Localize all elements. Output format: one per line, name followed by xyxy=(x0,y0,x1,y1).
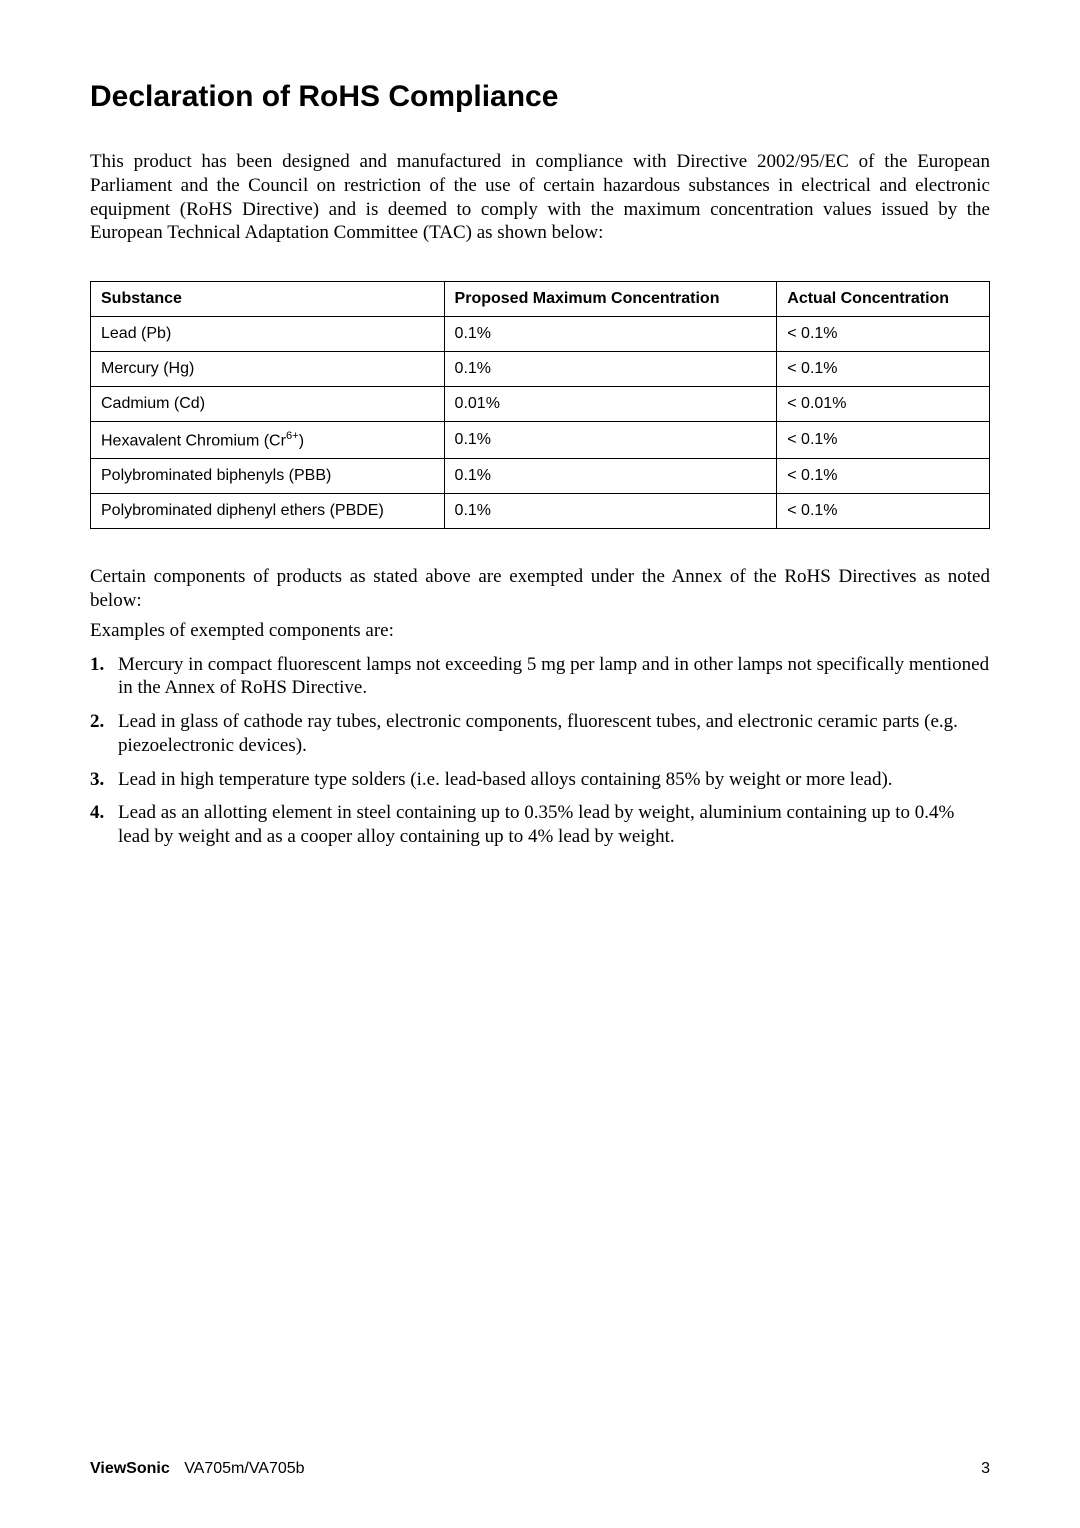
footer-brand: ViewSonic xyxy=(90,1460,170,1477)
list-item: Lead in glass of cathode ray tubes, elec… xyxy=(90,710,990,758)
table-row: Polybrominated diphenyl ethers (PBDE) 0.… xyxy=(91,494,990,529)
page-title: Declaration of RoHS Compliance xyxy=(90,80,990,114)
list-item: Lead as an allotting element in steel co… xyxy=(90,801,990,849)
table-row: Cadmium (Cd) 0.01% < 0.01% xyxy=(91,387,990,422)
cell-actual: < 0.01% xyxy=(777,387,990,422)
page-footer: ViewSonic VA705m/VA705b 3 xyxy=(90,1460,990,1478)
table-row: Lead (Pb) 0.1% < 0.1% xyxy=(91,317,990,352)
cell-proposed: 0.1% xyxy=(444,459,777,494)
table-row: Hexavalent Chromium (Cr6+) 0.1% < 0.1% xyxy=(91,422,990,459)
col-substance: Substance xyxy=(91,282,445,317)
cell-substance: Polybrominated diphenyl ethers (PBDE) xyxy=(91,494,445,529)
cell-proposed: 0.1% xyxy=(444,317,777,352)
col-actual: Actual Concentration xyxy=(777,282,990,317)
list-item: Mercury in compact fluorescent lamps not… xyxy=(90,653,990,701)
footer-left: ViewSonic VA705m/VA705b xyxy=(90,1460,305,1478)
table-header-row: Substance Proposed Maximum Concentration… xyxy=(91,282,990,317)
footer-model: VA705m/VA705b xyxy=(184,1460,304,1477)
cell-substance: Lead (Pb) xyxy=(91,317,445,352)
cell-actual: < 0.1% xyxy=(777,494,990,529)
intro-paragraph: This product has been designed and manuf… xyxy=(90,150,990,245)
cell-proposed: 0.1% xyxy=(444,352,777,387)
compliance-table: Substance Proposed Maximum Concentration… xyxy=(90,281,990,529)
cell-actual: < 0.1% xyxy=(777,422,990,459)
table-row: Polybrominated biphenyls (PBB) 0.1% < 0.… xyxy=(91,459,990,494)
footer-page-number: 3 xyxy=(981,1460,990,1478)
cell-substance: Hexavalent Chromium (Cr6+) xyxy=(91,422,445,459)
cell-proposed: 0.01% xyxy=(444,387,777,422)
exempt-list: Mercury in compact fluorescent lamps not… xyxy=(90,653,990,849)
cell-substance: Cadmium (Cd) xyxy=(91,387,445,422)
cell-actual: < 0.1% xyxy=(777,352,990,387)
cell-substance: Mercury (Hg) xyxy=(91,352,445,387)
cell-actual: < 0.1% xyxy=(777,459,990,494)
post-paragraph: Certain components of products as stated… xyxy=(90,565,990,613)
cell-proposed: 0.1% xyxy=(444,422,777,459)
table-row: Mercury (Hg) 0.1% < 0.1% xyxy=(91,352,990,387)
list-item: Lead in high temperature type solders (i… xyxy=(90,768,990,792)
cell-substance: Polybrominated biphenyls (PBB) xyxy=(91,459,445,494)
col-proposed: Proposed Maximum Concentration xyxy=(444,282,777,317)
examples-lead: Examples of exempted components are: xyxy=(90,619,990,643)
cell-proposed: 0.1% xyxy=(444,494,777,529)
cell-actual: < 0.1% xyxy=(777,317,990,352)
